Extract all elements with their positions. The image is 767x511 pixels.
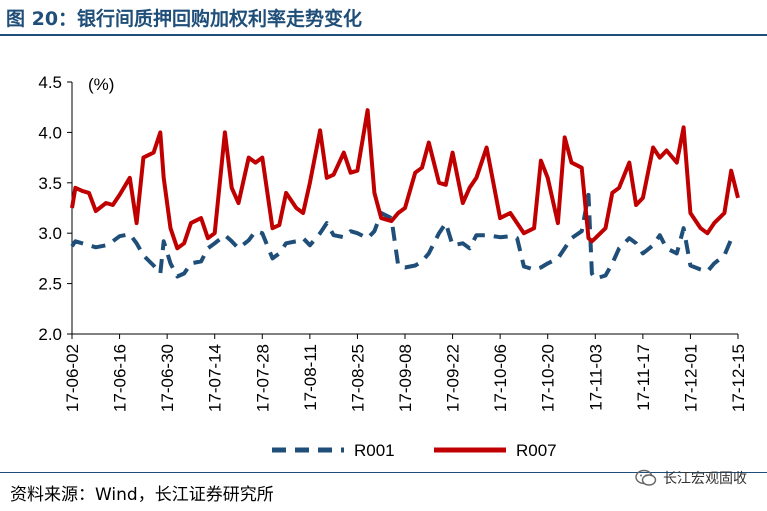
footer-divider [0, 472, 767, 473]
x-tick-labels: 17-06-02 17-06-16 17-06-30 17-07-14 17-07-28… [63, 344, 748, 412]
line-chart: 2.02.53.03.54.04.5 17-06-02 17-06-16 17-06… [38, 73, 748, 460]
x-tick-label: 17-10-06 [491, 344, 510, 412]
x-tick-label: 17-06-16 [111, 344, 130, 412]
title-divider [0, 34, 767, 36]
y-tick-label: 3.5 [38, 174, 62, 193]
x-tick-label: 17-12-01 [681, 344, 700, 412]
y-tick-label: 3.0 [38, 224, 62, 243]
x-tick-label: 17-07-28 [253, 344, 272, 412]
legend-label-r001: R001 [354, 441, 395, 460]
x-tick-label: 17-08-11 [301, 344, 320, 411]
y-tick-label: 4.0 [38, 123, 62, 142]
y-tick-label: 4.5 [38, 73, 62, 92]
watermark: 长江宏观固收 [635, 468, 747, 488]
x-tick-label: 17-11-03 [586, 344, 605, 411]
x-tick-label: 17-06-30 [158, 344, 177, 412]
x-tick-label: 17-09-22 [444, 344, 463, 412]
watermark-text: 长江宏观固收 [663, 471, 747, 487]
chart-legend: R001 R007 [272, 441, 557, 460]
x-tick-label: 17-08-25 [348, 344, 367, 412]
series-r007-line [70, 108, 740, 251]
legend-label-r007: R007 [516, 441, 557, 460]
y-tick-labels: 2.0 2.5 3.0 3.5 4.0 4.5 [38, 73, 62, 344]
x-tick-label: 17-06-02 [63, 344, 82, 412]
series-r001-line [70, 192, 739, 281]
unit-label: (%) [88, 75, 114, 94]
y-tick-label: 2.0 [38, 325, 62, 344]
chart-title: 图 20：银行间质押回购加权利率走势变化 [6, 8, 363, 30]
source-note: 资料来源：Wind，长江证券研究所 [10, 485, 274, 505]
x-tick-label: 17-09-08 [396, 344, 415, 412]
y-tick-label: 2.5 [38, 275, 62, 294]
series-lines [70, 108, 740, 281]
x-tick-label: 17-11-17 [634, 344, 653, 411]
x-tick-label: 17-07-14 [206, 344, 225, 412]
x-tick-label: 17-10-20 [539, 344, 558, 412]
x-tick-label: 17-12-15 [729, 344, 748, 412]
wechat-icon [635, 469, 657, 486]
